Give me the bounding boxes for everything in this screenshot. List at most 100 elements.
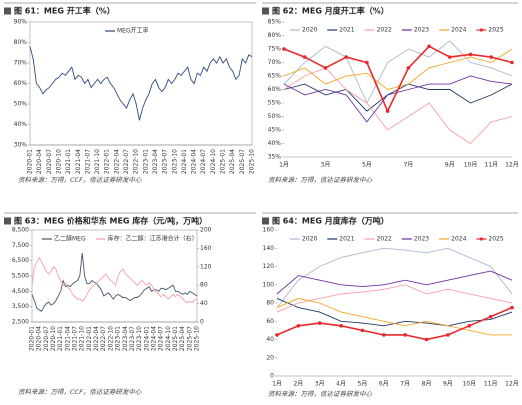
x-tick-label: 2024-10 bbox=[210, 149, 217, 174]
y-tick-label: 70% bbox=[268, 59, 282, 66]
x-tick-label: 2023-10 bbox=[171, 149, 178, 174]
y-tick-label: 75% bbox=[268, 46, 282, 53]
x-tick-label: 2022-07 bbox=[100, 326, 107, 351]
y-tick-label: 120 bbox=[263, 263, 275, 270]
series-line bbox=[283, 48, 513, 90]
x-tick-label: 5月 bbox=[362, 162, 372, 169]
x-tick-label: 2025-04 bbox=[229, 149, 236, 174]
x-tick-label: 2022-01 bbox=[86, 326, 93, 351]
y2-tick-label: 40 bbox=[200, 300, 208, 307]
point-marker bbox=[467, 324, 472, 328]
series-line bbox=[283, 40, 513, 105]
y-tick-label: 0 bbox=[270, 373, 274, 380]
legend-label: 2021 bbox=[339, 27, 354, 34]
y2-tick-label: 0 bbox=[200, 319, 204, 326]
x-tick-label: 2021-10 bbox=[94, 149, 101, 174]
legend-marker bbox=[479, 28, 484, 32]
y-tick-label: 90% bbox=[14, 19, 28, 26]
point-marker bbox=[344, 55, 348, 59]
y2-tick-label: 80 bbox=[200, 282, 208, 289]
legend-label: 2023 bbox=[414, 27, 429, 34]
point-marker bbox=[403, 333, 407, 337]
x-tick-label: 2024-10 bbox=[165, 326, 172, 351]
point-marker bbox=[424, 337, 429, 342]
x-tick-label: 2024-04 bbox=[191, 149, 198, 174]
x-tick-label: 2025-10 bbox=[194, 326, 201, 351]
x-tick-label: 2020-10 bbox=[50, 326, 57, 351]
legend-label: 乙二醇MEG bbox=[54, 235, 86, 243]
x-tick-label: 2022-04 bbox=[113, 149, 120, 174]
y-tick-label: 4,500 bbox=[12, 288, 29, 295]
x-tick-label: 2020-04 bbox=[36, 149, 43, 174]
point-marker bbox=[406, 66, 411, 70]
point-marker bbox=[446, 333, 450, 337]
y-tick-label: 5,500 bbox=[12, 273, 29, 280]
title-icon bbox=[4, 217, 11, 225]
x-tick-label: 1月 bbox=[272, 381, 282, 388]
title-icon bbox=[262, 7, 269, 15]
x-tick-label: 2022-10 bbox=[107, 326, 114, 351]
point-marker bbox=[317, 321, 322, 325]
x-tick-label: 2025-01 bbox=[220, 149, 227, 174]
y2-tick-label: 200 bbox=[200, 227, 212, 234]
series-line bbox=[276, 297, 513, 327]
legend-label: 库存：乙二醇：江苏港合计（右） bbox=[108, 235, 198, 243]
y2-tick-label: 120 bbox=[200, 263, 212, 270]
chart-title: 图 61：MEG 开工率（%） bbox=[14, 6, 115, 16]
point-marker bbox=[510, 60, 514, 65]
x-tick-label: 2023-01 bbox=[142, 149, 149, 174]
title-icon bbox=[4, 7, 11, 15]
x-tick-label: 2024-01 bbox=[143, 326, 150, 351]
y-tick-label: 45% bbox=[268, 127, 282, 134]
chart-title: 图 63：MEG 价格和华东 MEG 库存（元/吨，万吨） bbox=[14, 216, 207, 226]
y-tick-label: 55% bbox=[268, 100, 282, 107]
series-line bbox=[29, 46, 253, 121]
series-line bbox=[276, 284, 513, 313]
x-tick-label: 2020-07 bbox=[46, 149, 53, 174]
plot-frame bbox=[31, 229, 198, 323]
y-tick-label: 160 bbox=[263, 227, 275, 234]
x-tick-label: 7月 bbox=[400, 381, 410, 388]
y-tick-label: 8,500 bbox=[12, 227, 29, 234]
point-marker bbox=[489, 55, 494, 59]
x-tick-label: 2020-01 bbox=[27, 149, 34, 174]
point-marker bbox=[323, 66, 328, 70]
series-line bbox=[31, 256, 198, 304]
y-tick-label: 30% bbox=[14, 142, 28, 149]
y-tick-label: 140 bbox=[263, 245, 275, 252]
x-tick-label: 2024-07 bbox=[200, 149, 207, 174]
series-line bbox=[283, 67, 513, 145]
series-line bbox=[276, 306, 513, 341]
point-marker bbox=[382, 333, 386, 337]
y-tick-label: 85% bbox=[268, 19, 282, 26]
x-tick-label: 2025-10 bbox=[249, 149, 256, 174]
y-tick-label: 60% bbox=[268, 86, 282, 93]
x-tick-label: 2023-07 bbox=[129, 326, 136, 351]
point-marker bbox=[510, 305, 514, 310]
legend-label: 2021 bbox=[339, 236, 354, 243]
x-tick-label: 7月 bbox=[403, 162, 413, 169]
x-tick-label: 1月 bbox=[279, 162, 289, 169]
legend-label: 2022 bbox=[377, 236, 392, 243]
y-tick-label: 80 bbox=[266, 300, 274, 307]
series-line bbox=[283, 45, 513, 114]
y-tick-label: 40% bbox=[14, 121, 28, 128]
x-tick-label: 2月 bbox=[293, 381, 303, 388]
title-icon bbox=[262, 217, 269, 225]
y-tick-label: 20 bbox=[266, 354, 274, 361]
point-marker bbox=[302, 55, 307, 59]
y-tick-label: 100 bbox=[263, 281, 275, 288]
y-tick-label: 6,500 bbox=[12, 257, 29, 264]
x-tick-label: 2024-04 bbox=[150, 326, 157, 351]
x-tick-label: 2023-07 bbox=[162, 149, 169, 174]
y-tick-label: 50% bbox=[268, 113, 282, 120]
y-tick-label: 7,500 bbox=[12, 242, 29, 249]
series-line bbox=[31, 252, 198, 312]
y-tick-label: 35% bbox=[268, 154, 282, 161]
point-marker bbox=[275, 333, 279, 337]
legend-label: 2020 bbox=[302, 27, 317, 34]
x-tick-label: 11月 bbox=[484, 381, 498, 388]
x-tick-label: 12月 bbox=[505, 381, 519, 388]
